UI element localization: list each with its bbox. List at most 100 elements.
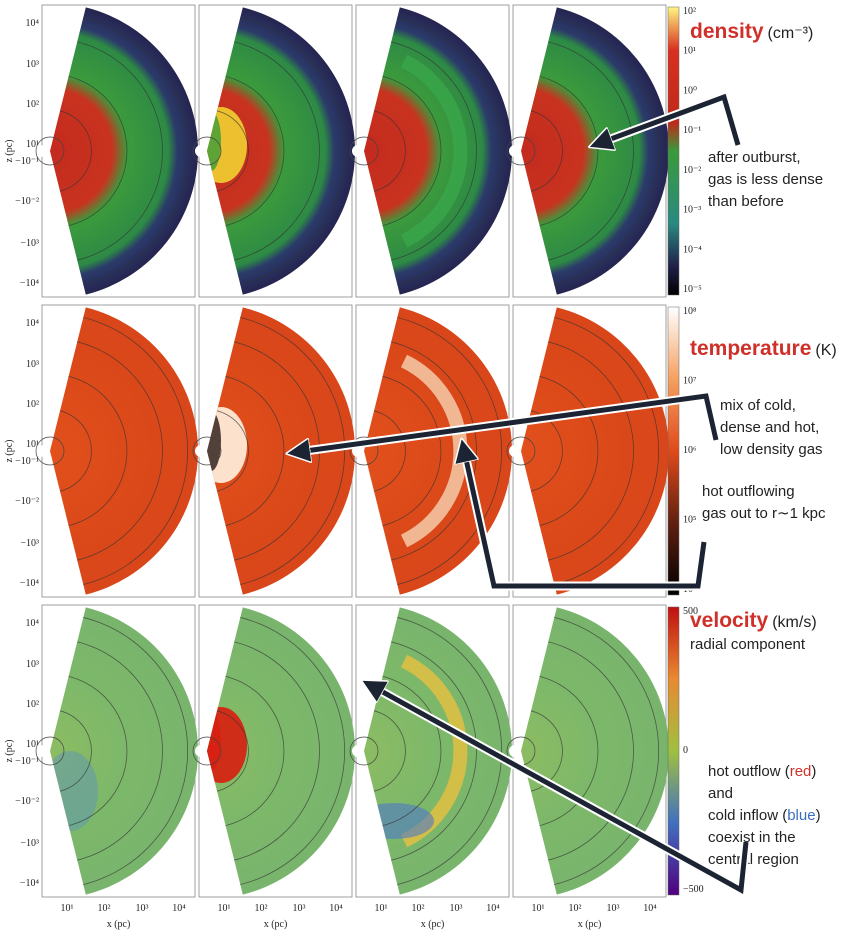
feature [400,54,468,248]
contour [521,12,660,290]
note-segment: coexist in the [708,829,796,846]
note-segment: central region [708,851,799,868]
center-ring [349,736,379,766]
colorbar-tick-label: 10⁻² [683,165,701,176]
note-segment: gas is less dense [708,171,823,188]
panel [192,304,355,598]
feature [207,411,221,471]
arrow [464,450,707,589]
contour [50,409,92,493]
feature [207,111,221,171]
note-segment: red [790,763,812,780]
x-tick-label: 10¹ [218,903,231,914]
row-name: temperature [690,337,811,360]
sector [364,307,512,595]
row-subtitle: radial component [690,636,806,653]
contour [364,409,406,493]
contour [50,638,163,864]
y-axis-label: z (pc) [4,739,15,762]
center-ring [192,136,222,166]
note-line: low density gas [720,441,823,458]
colorbar-tick-label: 10⁻⁵ [683,284,702,295]
panel [35,604,198,898]
x-tick-label: 10² [98,903,111,914]
contour [207,12,346,290]
contour [50,312,189,590]
contour [364,312,503,590]
y-tick-label: −10⁴ [20,278,40,289]
contour [50,109,92,193]
contour [521,312,660,590]
note-segment: mix of cold, [720,397,796,414]
contour [207,312,346,590]
note-line: hot outflow (red) [708,763,816,780]
center-ring [192,436,222,466]
x-tick-label: 10² [255,903,268,914]
colorbar [667,6,680,296]
contour [207,109,249,193]
sector [207,607,355,895]
center-hole [195,145,207,157]
center-hole [509,445,521,457]
contour [50,338,163,564]
colorbar [667,306,680,596]
note-segment: gas out to r∼1 kpc [702,505,826,522]
contour [364,109,406,193]
panel [506,604,669,898]
note-line: gas out to r∼1 kpc [702,505,826,522]
y-tick-label: 10² [26,699,39,710]
panel [506,304,669,598]
note-line: dense and hot, [720,419,819,436]
feature [207,711,221,771]
note-segment: and [708,785,733,802]
contour [521,38,634,264]
x-axis-label: x (pc) [578,919,602,930]
x-tick-label: 10⁴ [643,903,657,914]
features [50,12,189,290]
y-tick-label: −10⁴ [20,878,40,889]
note-line: gas is less dense [708,171,823,188]
contour [50,709,92,793]
center-ring [506,136,536,166]
note-line: than before [708,193,784,210]
row-unit: (cm⁻³) [768,25,814,42]
panel [192,4,355,298]
y-tick-label: 10¹ [26,139,39,150]
center-ring [35,136,65,166]
x-tick-label: 10¹ [532,903,545,914]
center-hole [195,445,207,457]
contour [364,38,477,264]
note-segment: cold inflow ( [708,807,787,824]
sector [364,7,512,295]
contour [364,638,477,864]
colorbar-tick-label: 10⁻¹ [683,125,701,136]
colorbar-tick-label: 10⁵ [683,515,697,526]
colorbar-tick-label: 10⁻³ [683,205,701,216]
contour [364,12,503,290]
note-line: coexist in the [708,829,796,846]
contour [50,73,128,229]
y-tick-label: −10³ [20,538,39,549]
contour [364,709,406,793]
y-tick-label: 10¹ [26,739,39,750]
contour [207,612,346,890]
y-tick-label: −10³ [20,838,39,849]
x-tick-label: 10³ [607,903,620,914]
contour [364,612,503,890]
contour [50,12,189,290]
panel [35,4,199,298]
center-hole [352,745,364,757]
colorbar-tick-label: 10⁻⁴ [683,244,702,255]
contour [207,38,320,264]
row-title: velocity (km/s) [690,609,817,632]
x-tick-label: 10³ [293,903,306,914]
center-hole [38,445,50,457]
x-tick-label: 10² [412,903,425,914]
colorbar-tick-label: 10⁰ [683,85,697,96]
y-tick-label: −10⁻¹ [15,756,39,767]
x-tick-label: 10² [569,903,582,914]
arrow [600,93,741,145]
panel [349,4,512,298]
note-segment: hot outflow ( [708,763,790,780]
x-axis-label: x (pc) [421,919,445,930]
